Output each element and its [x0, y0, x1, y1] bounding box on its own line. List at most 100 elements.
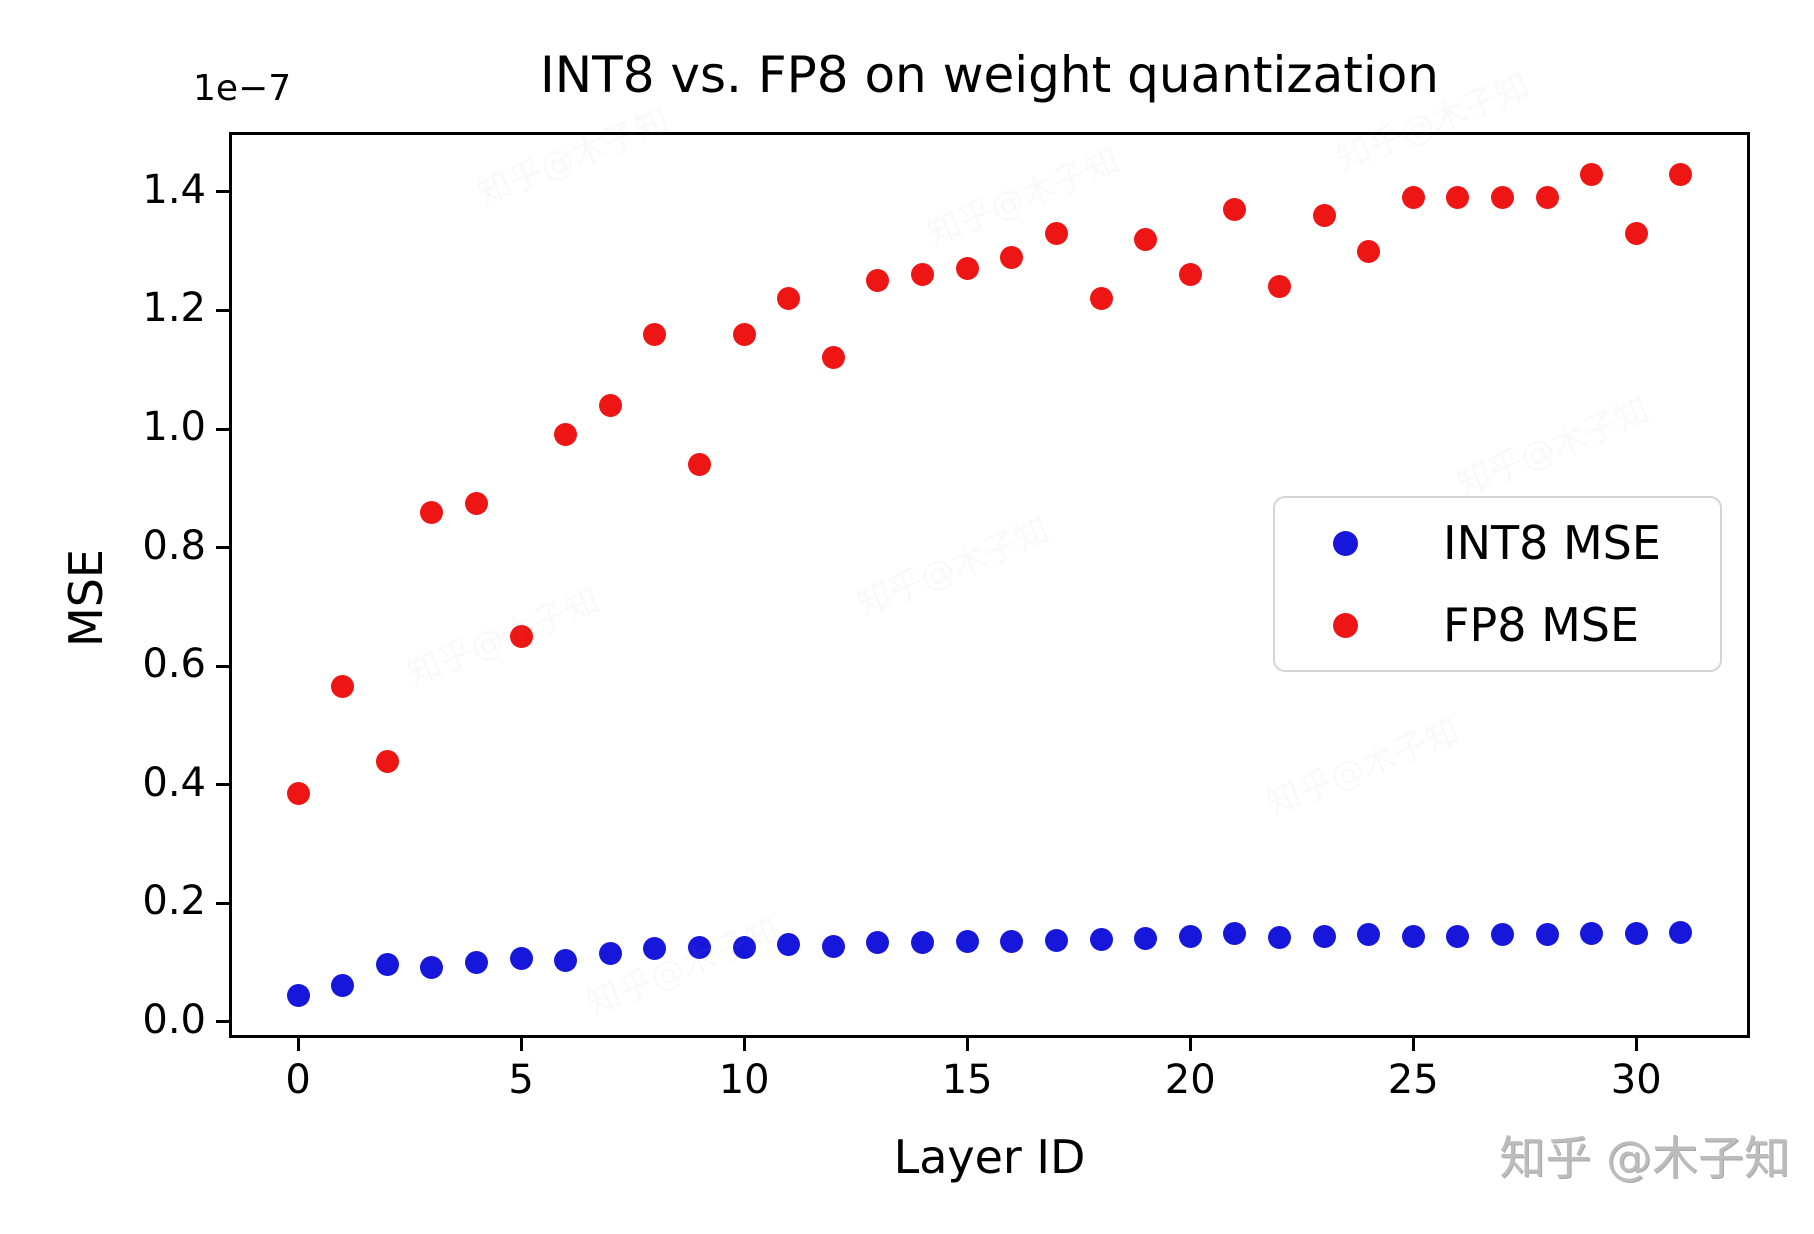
y-tick-mark	[216, 308, 229, 312]
data-point-int8	[1312, 925, 1336, 949]
data-point-fp8	[1089, 287, 1113, 311]
x-tick-mark	[519, 1038, 523, 1051]
legend-label-fp8: FP8 MSE	[1443, 598, 1640, 652]
data-point-fp8	[688, 453, 712, 477]
data-point-int8	[911, 931, 935, 955]
data-point-fp8	[1535, 186, 1559, 210]
data-point-fp8	[509, 625, 533, 649]
data-point-int8	[465, 950, 489, 974]
data-point-fp8	[821, 346, 845, 370]
x-tick-label: 0	[285, 1057, 311, 1103]
data-point-fp8	[1134, 227, 1158, 251]
watermark-bottom-right: 知乎 @木子知	[1499, 1131, 1790, 1185]
fp8-marker-icon	[1333, 612, 1358, 638]
data-point-int8	[331, 973, 355, 997]
data-point-int8	[1401, 925, 1425, 949]
y-tick-label: 0.6	[142, 641, 206, 688]
data-point-fp8	[286, 782, 310, 806]
data-point-int8	[1134, 926, 1158, 950]
x-tick-mark	[742, 1038, 746, 1051]
data-point-fp8	[1580, 162, 1604, 186]
y-tick-label: 0.0	[142, 996, 206, 1043]
data-point-int8	[732, 935, 756, 959]
data-point-fp8	[1178, 263, 1202, 287]
data-point-fp8	[1624, 221, 1648, 245]
data-point-fp8	[1267, 275, 1291, 299]
data-point-int8	[1357, 922, 1381, 946]
data-point-int8	[286, 983, 310, 1007]
data-point-fp8	[777, 287, 801, 311]
y-tick-label: 0.4	[142, 759, 206, 806]
legend-item-int8: INT8 MSE	[1333, 513, 1720, 573]
data-point-fp8	[1044, 221, 1068, 245]
data-point-fp8	[1312, 204, 1336, 228]
data-point-int8	[643, 936, 667, 960]
data-point-fp8	[598, 393, 622, 417]
data-point-fp8	[1490, 186, 1514, 210]
data-point-int8	[1490, 923, 1514, 947]
legend-label-int8: INT8 MSE	[1443, 516, 1661, 570]
data-point-int8	[1669, 920, 1693, 944]
y-tick-mark	[216, 1020, 229, 1024]
data-point-fp8	[375, 749, 399, 773]
data-point-fp8	[1000, 245, 1024, 269]
x-tick-label: 15	[941, 1057, 993, 1103]
chart-title: INT8 vs. FP8 on weight quantization	[540, 46, 1439, 104]
data-point-int8	[375, 952, 399, 976]
x-tick-label: 20	[1164, 1057, 1216, 1103]
data-point-fp8	[465, 491, 489, 515]
data-point-int8	[688, 936, 712, 960]
data-point-int8	[554, 948, 578, 972]
data-point-int8	[777, 932, 801, 956]
y-tick-mark	[216, 783, 229, 787]
data-point-int8	[1178, 924, 1202, 948]
y-tick-label: 1.4	[142, 166, 206, 213]
data-point-fp8	[554, 423, 578, 447]
x-tick-mark	[296, 1038, 300, 1051]
x-tick-label: 5	[508, 1057, 534, 1103]
data-point-fp8	[331, 675, 355, 699]
data-point-int8	[1446, 924, 1470, 948]
data-point-fp8	[732, 322, 756, 346]
x-tick-label: 25	[1387, 1057, 1439, 1103]
y-axis-offset-label: 1e−7	[193, 68, 292, 109]
y-tick-mark	[216, 901, 229, 905]
legend-item-fp8: FP8 MSE	[1333, 595, 1720, 655]
x-tick-mark	[1411, 1038, 1415, 1051]
data-point-fp8	[955, 257, 979, 281]
data-point-fp8	[866, 269, 890, 293]
data-point-int8	[420, 955, 444, 979]
data-point-fp8	[1446, 186, 1470, 210]
data-point-int8	[955, 930, 979, 954]
y-tick-mark	[216, 546, 229, 550]
y-tick-label: 1.0	[142, 404, 206, 451]
data-point-fp8	[1401, 186, 1425, 210]
data-point-fp8	[1357, 239, 1381, 263]
y-tick-label: 0.8	[142, 522, 206, 569]
legend: INT8 MSE FP8 MSE	[1273, 496, 1722, 672]
data-point-fp8	[643, 322, 667, 346]
y-tick-label: 0.2	[142, 878, 206, 925]
data-point-int8	[1267, 925, 1291, 949]
data-point-int8	[1580, 921, 1604, 945]
int8-marker-icon	[1333, 530, 1358, 556]
data-point-fp8	[420, 500, 444, 524]
y-tick-mark	[216, 190, 229, 194]
data-point-fp8	[911, 263, 935, 287]
x-tick-mark	[965, 1038, 969, 1051]
data-point-int8	[1624, 921, 1648, 945]
data-point-int8	[1044, 928, 1068, 952]
x-tick-mark	[1634, 1038, 1638, 1051]
x-tick-label: 30	[1610, 1057, 1662, 1103]
data-point-int8	[1000, 929, 1024, 953]
data-point-int8	[509, 947, 533, 971]
data-point-fp8	[1223, 198, 1247, 222]
x-axis-label: Layer ID	[893, 1130, 1086, 1184]
data-point-int8	[1089, 928, 1113, 952]
data-point-int8	[598, 942, 622, 966]
y-tick-label: 1.2	[142, 285, 206, 332]
data-point-fp8	[1669, 162, 1693, 186]
data-point-int8	[821, 934, 845, 958]
data-point-int8	[866, 931, 890, 955]
